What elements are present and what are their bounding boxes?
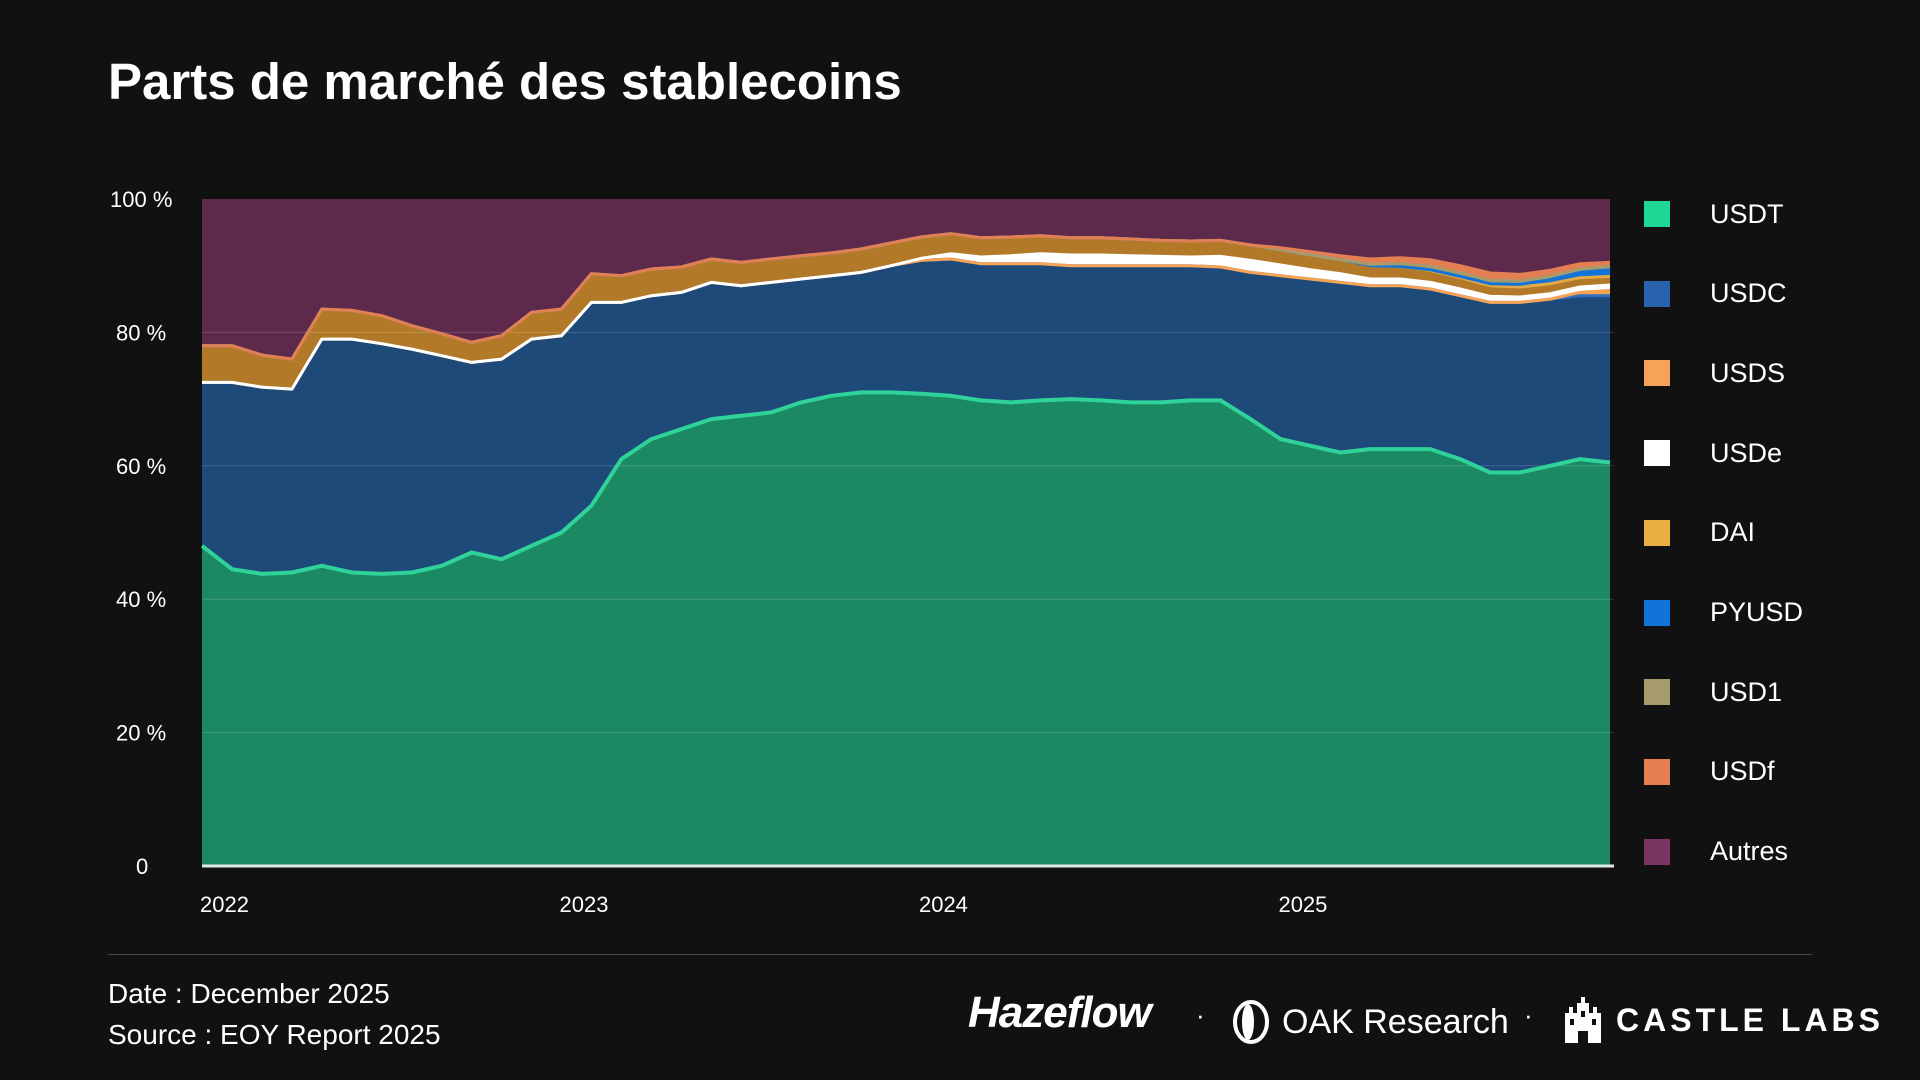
legend-item: USD1 — [1644, 672, 1782, 712]
logo-separator: · — [1196, 1000, 1205, 1030]
legend-label: USDT — [1710, 198, 1784, 229]
legend-item: DAI — [1644, 513, 1755, 553]
line-usdf — [202, 232, 1611, 361]
y-tick-label: 80 % — [116, 320, 166, 345]
line-usde — [202, 252, 1611, 391]
oak-icon — [1233, 1000, 1269, 1044]
castle-labs-logo: CASTLE LABS — [1562, 990, 1884, 1050]
y-tick-label: 0 — [136, 854, 148, 879]
footer-source: Source : EOY Report 2025 — [108, 1019, 441, 1050]
legend-label: USD1 — [1710, 676, 1783, 707]
chart-areas — [202, 199, 1610, 866]
legend-swatch — [1644, 758, 1670, 785]
legend-item: PYUSD — [1644, 593, 1803, 633]
hazeflow-logo: Hazeflow — [968, 988, 1152, 1037]
x-tick-label: 2023 — [559, 892, 608, 917]
legend-swatch — [1644, 201, 1670, 227]
oak-research-text: OAK Research — [1282, 1002, 1509, 1041]
legend-item: USDf — [1644, 752, 1775, 792]
footer-divider — [108, 954, 1812, 955]
legend-item: USDT — [1644, 194, 1784, 234]
legend-label: DAI — [1710, 517, 1756, 548]
castle-icon — [1565, 997, 1601, 1043]
legend-label: PYUSD — [1710, 597, 1804, 627]
chart-title: Parts de marché des stablecoins — [108, 53, 902, 110]
area-autres — [202, 199, 1610, 360]
footer-date: Date : December 2025 — [108, 978, 390, 1009]
legend-item: USDC — [1644, 274, 1787, 314]
line-usdt — [200, 390, 1611, 576]
castle-labs-text: CASTLE LABS — [1616, 1001, 1884, 1038]
legend-label: Autres — [1710, 836, 1789, 867]
chart-series-lines — [200, 232, 1614, 868]
logo-separator: · — [1524, 1000, 1533, 1030]
legend-swatch — [1644, 280, 1670, 307]
x-axis: 2022 2023 2024 2025 — [200, 892, 1327, 917]
area-usdt — [202, 392, 1610, 866]
legend-swatch — [1644, 838, 1670, 865]
legend-swatch — [1644, 360, 1670, 387]
y-tick-label: 40 % — [116, 587, 166, 612]
legend-item: USDe — [1644, 433, 1782, 473]
y-tick-label: 100 % — [110, 187, 172, 212]
legend-label: USDe — [1710, 437, 1783, 468]
legend-item: USDS — [1644, 353, 1785, 393]
oak-research-logo: OAK Research — [1232, 992, 1509, 1052]
legend-item: Autres — [1644, 832, 1788, 872]
x-tick-label: 2022 — [200, 892, 249, 917]
y-tick-label: 60 % — [116, 454, 166, 479]
legend-swatch — [1644, 599, 1670, 626]
y-axis: 0 20 % 40 % 60 % 80 % 100 % — [110, 187, 172, 879]
legend-label: USDC — [1710, 278, 1787, 309]
legend-label: USDS — [1710, 357, 1786, 388]
x-tick-label: 2024 — [919, 892, 968, 917]
legend-swatch — [1644, 519, 1670, 546]
y-tick-label: 20 % — [116, 721, 166, 746]
legend-swatch — [1644, 440, 1670, 467]
x-tick-label: 2025 — [1278, 892, 1327, 917]
legend-label: USDf — [1710, 756, 1775, 787]
legend-swatch — [1644, 679, 1670, 706]
